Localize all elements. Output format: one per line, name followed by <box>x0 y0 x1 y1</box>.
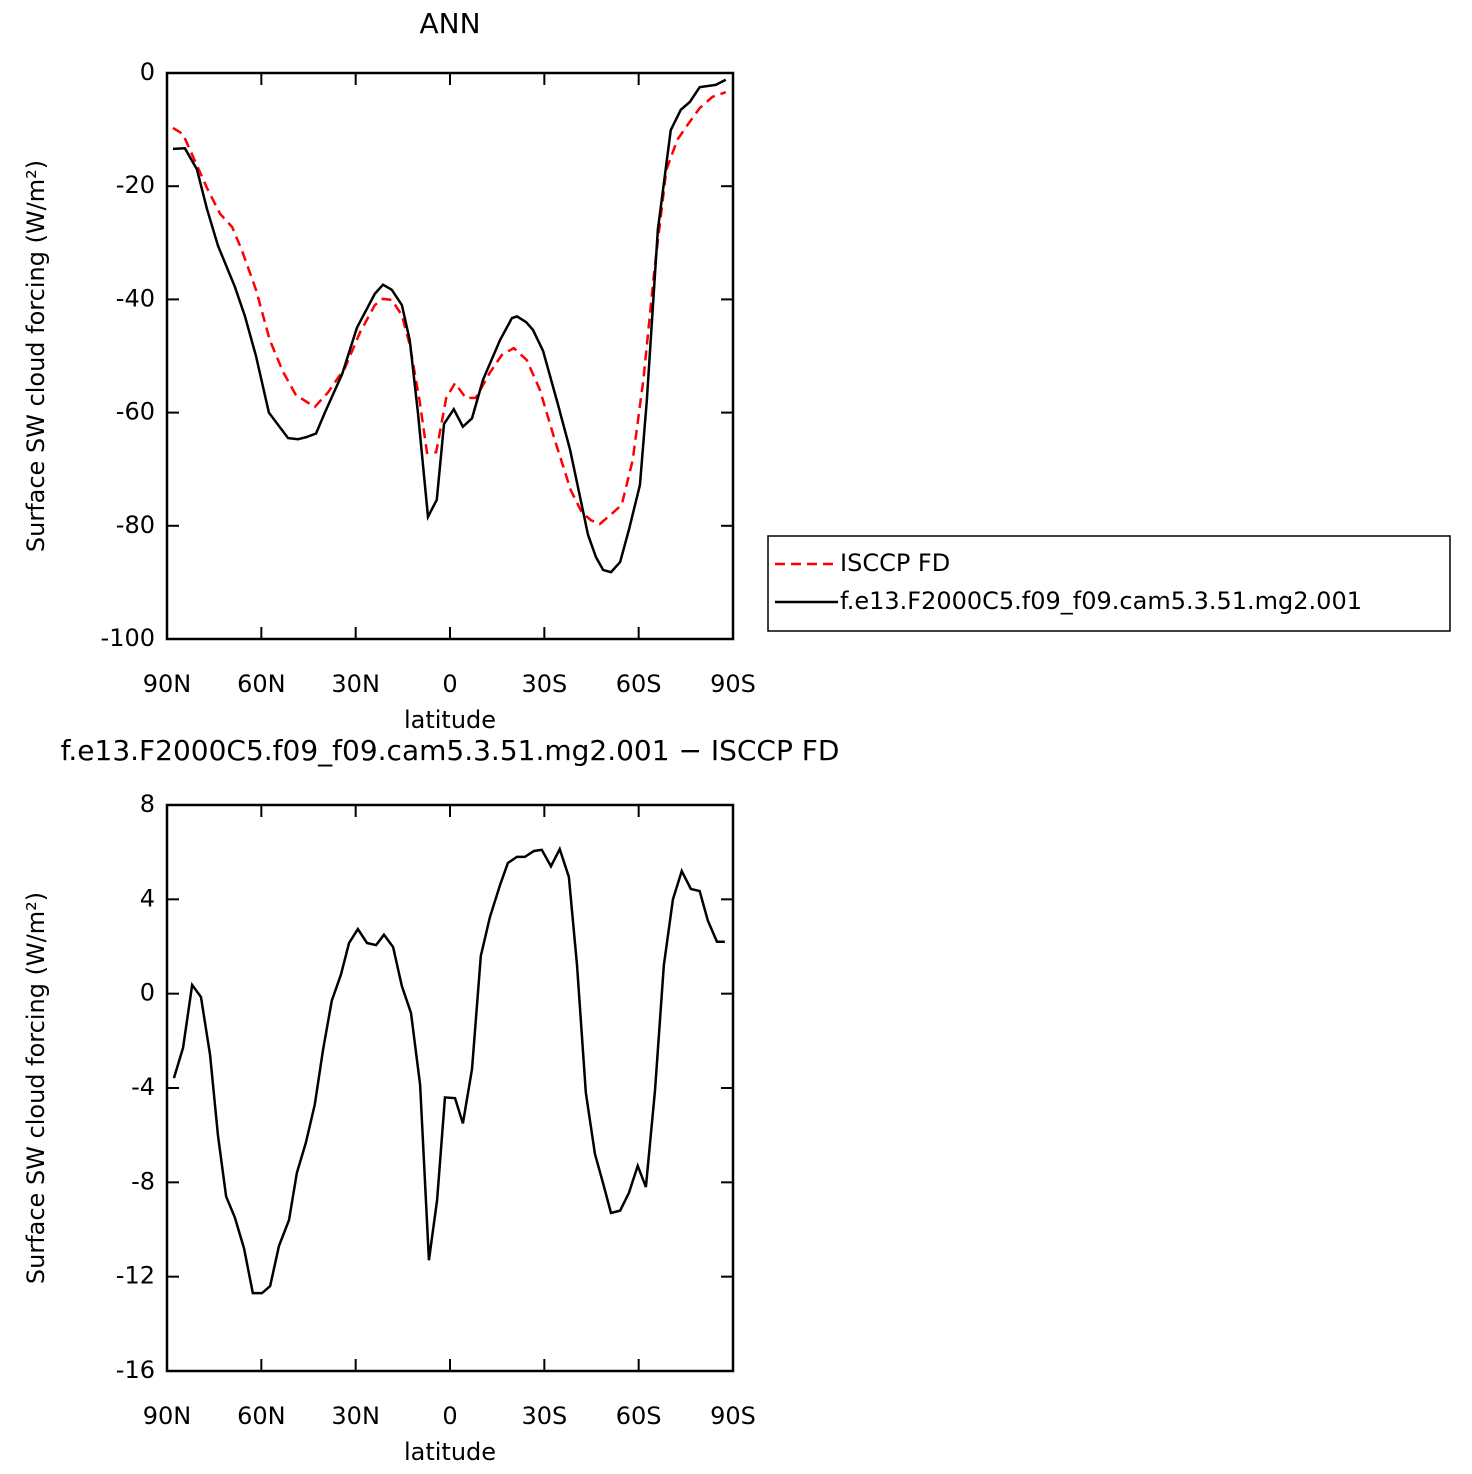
series-line <box>172 78 727 574</box>
x-tick-label: 0 <box>442 670 457 698</box>
y-tick-label: -80 <box>116 511 155 539</box>
legend-box <box>767 535 1451 632</box>
x-tick-label: 0 <box>442 1402 457 1430</box>
y-tick-label: -8 <box>131 1167 155 1195</box>
x-tick-label: 30N <box>331 1402 380 1430</box>
y-tick-label: -12 <box>116 1262 155 1290</box>
y-tick-label: -60 <box>116 398 155 426</box>
y-tick-label: 4 <box>140 884 155 912</box>
x-tick-label: 60N <box>237 1402 286 1430</box>
y-tick-label: 0 <box>140 58 155 86</box>
legend-label: ISCCP FD <box>840 549 950 577</box>
x-tick-label: 60S <box>616 670 662 698</box>
y-tick-label: -40 <box>116 284 155 312</box>
y-tick-label: -4 <box>131 1073 155 1101</box>
y-axis-label: Surface SW cloud forcing (W/m²) <box>22 160 50 552</box>
legend-label: f.e13.F2000C5.f09_f09.cam5.3.51.mg2.001 <box>840 587 1362 615</box>
x-tick-label: 90N <box>143 1402 192 1430</box>
x-axis-label: latitude <box>404 706 496 734</box>
y-tick-label: -100 <box>101 624 155 652</box>
x-tick-label: 30S <box>521 1402 567 1430</box>
x-tick-label: 30N <box>331 670 380 698</box>
x-tick-label: 30S <box>521 670 567 698</box>
y-tick-label: -16 <box>116 1356 155 1384</box>
y-tick-label: 8 <box>140 790 155 818</box>
x-tick-label: 60N <box>237 670 286 698</box>
x-axis-label: latitude <box>404 1438 496 1466</box>
y-tick-label: -20 <box>116 171 155 199</box>
x-tick-label: 90S <box>710 1402 756 1430</box>
plot-frame <box>165 71 735 641</box>
series-line <box>172 845 725 1295</box>
y-tick-label: 0 <box>140 979 155 1007</box>
chart-title: ANN <box>419 7 480 40</box>
x-tick-label: 90S <box>710 670 756 698</box>
series-line <box>172 91 727 526</box>
x-tick-label: 90N <box>143 670 192 698</box>
chart-title: f.e13.F2000C5.f09_f09.cam5.3.51.mg2.001 … <box>61 734 840 767</box>
y-axis-label: Surface SW cloud forcing (W/m²) <box>22 892 50 1284</box>
x-tick-label: 60S <box>616 1402 662 1430</box>
